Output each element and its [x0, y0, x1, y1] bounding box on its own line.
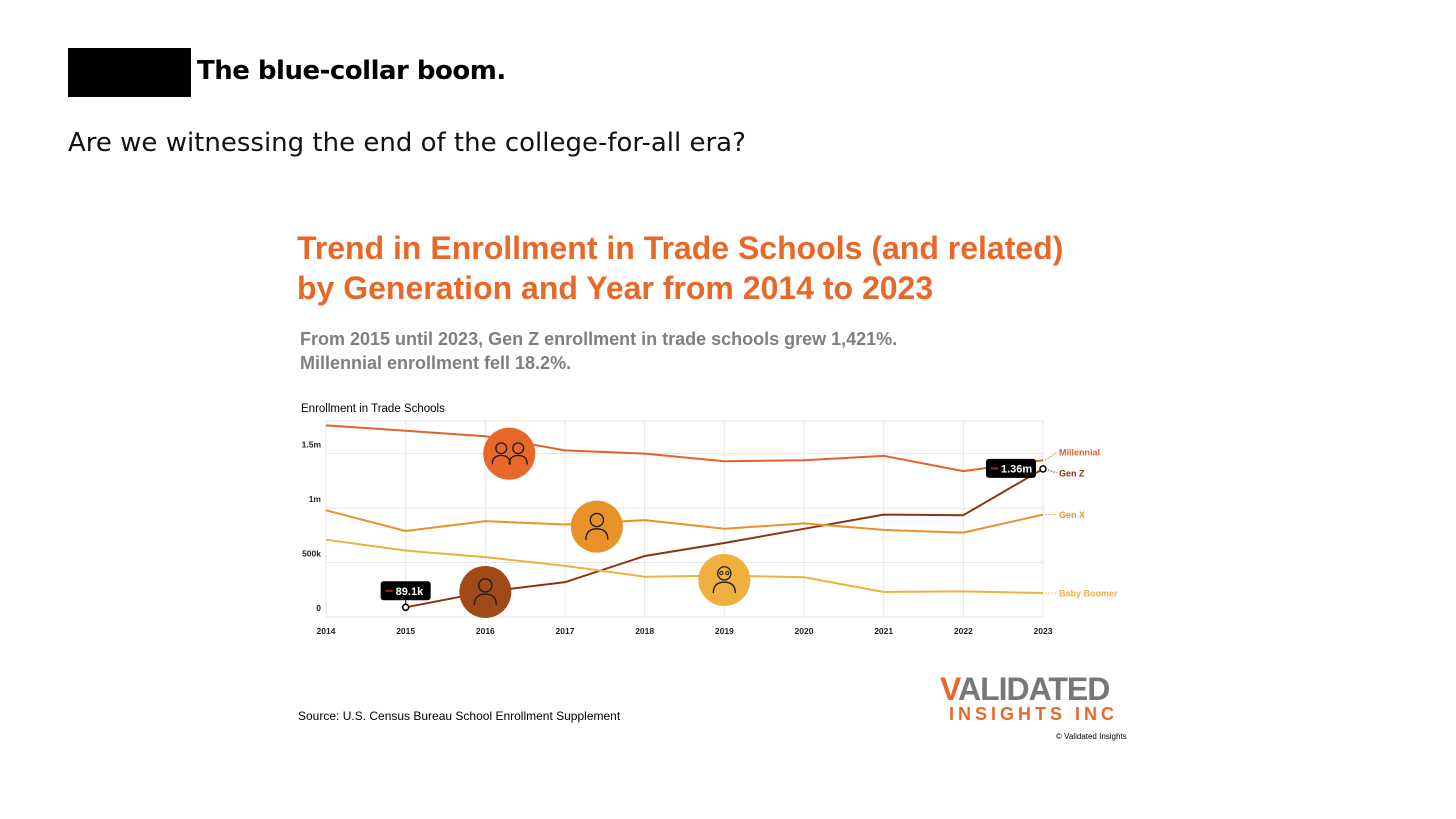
- chart-subtitle-line-2: Millennial enrollment fell 18.2%.: [300, 353, 572, 373]
- series-label-gen-x: Gen X: [1059, 510, 1085, 520]
- series-line-baby-boomer: [325, 538, 1044, 595]
- chart-title-line-1: Trend in Enrollment in Trade Schools (an…: [297, 230, 1064, 266]
- x-tick-label: 2021: [874, 626, 893, 636]
- callout-label: 1.36m: [1001, 463, 1032, 475]
- page-headline: The blue-collar boom.: [197, 56, 506, 86]
- icon-body: [712, 581, 736, 594]
- icon-head: [478, 578, 493, 593]
- y-axis-title: Enrollment in Trade Schools: [301, 403, 445, 415]
- icon-head: [589, 512, 605, 528]
- millennial-couple-icon: [483, 427, 536, 480]
- series-leader-millennial: [1044, 451, 1058, 461]
- icon-body: [473, 593, 497, 606]
- callout-label: 89.1k: [396, 586, 424, 598]
- boomer-grandpa-icon: [698, 553, 751, 606]
- icon-head: [512, 442, 525, 455]
- icon-glasses-right: [725, 570, 730, 576]
- x-tick-label: 2017: [556, 626, 575, 636]
- plot-frame: [325, 420, 1044, 618]
- logo-rest: ALIDATED: [957, 671, 1110, 707]
- x-tick-label: 2019: [715, 626, 734, 636]
- chart-title-line-2: by Generation and Year from 2014 to 2023: [297, 270, 934, 306]
- y-tick-label: 0: [316, 603, 321, 613]
- series-line-gen-x: [325, 509, 1044, 534]
- validated-insights-logo: VALIDATED INSIGHTS INC: [940, 672, 1130, 728]
- callout-box: [986, 458, 1036, 478]
- x-tick-label: 2016: [476, 626, 495, 636]
- callout-end: 1.36m: [986, 458, 1047, 478]
- icon-glasses-left: [719, 570, 724, 576]
- chart-subtitle: From 2015 until 2023, Gen Z enrollment i…: [300, 327, 897, 375]
- logo-v: V: [940, 671, 959, 707]
- series-lines: [325, 424, 1044, 609]
- logo-wordmark: VALIDATED: [940, 671, 1110, 707]
- icon-head: [495, 442, 508, 455]
- x-tick-label: 2014: [317, 626, 336, 636]
- icon-head: [717, 566, 732, 581]
- copyright-note: © Validated Insights: [1056, 732, 1127, 741]
- redacted-logo-block: [68, 48, 191, 97]
- callout-box: [380, 581, 431, 601]
- callout-marker: [401, 603, 410, 612]
- y-tick-label: 500k: [302, 549, 321, 559]
- x-tick-label: 2022: [954, 626, 973, 636]
- callout-start: 89.1k: [380, 581, 431, 612]
- y-tick-label: 1.5m: [302, 440, 322, 450]
- chart-grid: [325, 420, 1044, 618]
- chart-subtitle-line-1: From 2015 until 2023, Gen Z enrollment i…: [300, 329, 898, 349]
- x-tick-label: 2023: [1034, 626, 1053, 636]
- logo-tagline: INSIGHTS INC: [949, 704, 1119, 724]
- source-note: Source: U.S. Census Bureau School Enroll…: [298, 709, 621, 723]
- series-line-gen-z: [405, 468, 1044, 609]
- series-label-millennial: Millennial: [1059, 448, 1100, 458]
- genx-woman-icon: [570, 500, 623, 553]
- genz-boy-icon: [459, 565, 512, 618]
- series-label-gen-z: Gen Z: [1059, 468, 1085, 478]
- x-tick-label: 2020: [795, 626, 814, 636]
- chart-title: Trend in Enrollment in Trade Schools (an…: [297, 228, 1063, 308]
- series-line-millennial: [325, 424, 1044, 473]
- series-label-baby-boomer: Baby Boomer: [1059, 589, 1118, 599]
- callout-marker: [1039, 465, 1047, 473]
- icon-disc: [483, 427, 536, 480]
- x-tick-label: 2015: [396, 626, 415, 636]
- y-tick-label: 1m: [309, 494, 322, 504]
- x-tick-label: 2018: [635, 626, 654, 636]
- page-question: Are we witnessing the end of the college…: [68, 128, 746, 158]
- icon-body: [508, 454, 528, 465]
- icon-body: [585, 528, 609, 540]
- series-leader-gen-z: [1044, 468, 1058, 474]
